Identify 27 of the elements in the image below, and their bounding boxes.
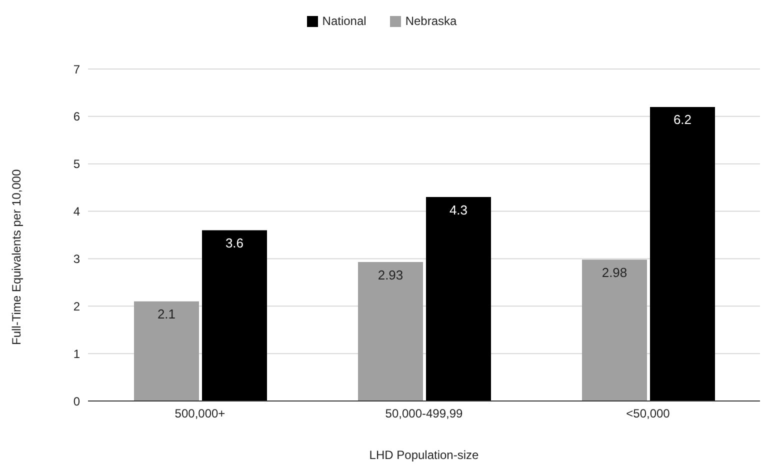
data-label: 2.93: [378, 267, 404, 282]
y-tick-label: 6: [73, 110, 80, 124]
legend-label: National: [322, 14, 366, 28]
y-tick-label: 1: [73, 346, 80, 361]
y-tick-label: 0: [73, 394, 80, 408]
x-tick-label: <50,000: [626, 406, 670, 421]
y-tick-label: 5: [73, 157, 80, 172]
bar: [426, 197, 491, 401]
data-label: 2.1: [157, 306, 176, 322]
legend-label: Nebraska: [405, 14, 457, 28]
bar: [202, 230, 267, 401]
bar: [358, 262, 423, 401]
y-axis-title: Full-Time Equivalents per 10,000: [9, 169, 24, 345]
x-axis-title: LHD Population-size: [369, 448, 480, 462]
data-label: 4.3: [449, 202, 468, 218]
bar: [134, 301, 199, 401]
y-tick-label: 3: [73, 252, 80, 266]
bar: [650, 106, 715, 401]
data-label: 2.98: [602, 264, 628, 280]
bar: [582, 260, 647, 401]
y-tick-label: 4: [73, 204, 80, 219]
x-tick-label: 500,000+: [174, 406, 226, 421]
y-tick-label: 7: [73, 62, 80, 76]
x-tick-label: 50,000-499,99: [385, 406, 464, 421]
data-label: 3.6: [225, 235, 244, 250]
data-label: 6.2: [673, 112, 692, 128]
y-tick-label: 2: [73, 299, 80, 314]
